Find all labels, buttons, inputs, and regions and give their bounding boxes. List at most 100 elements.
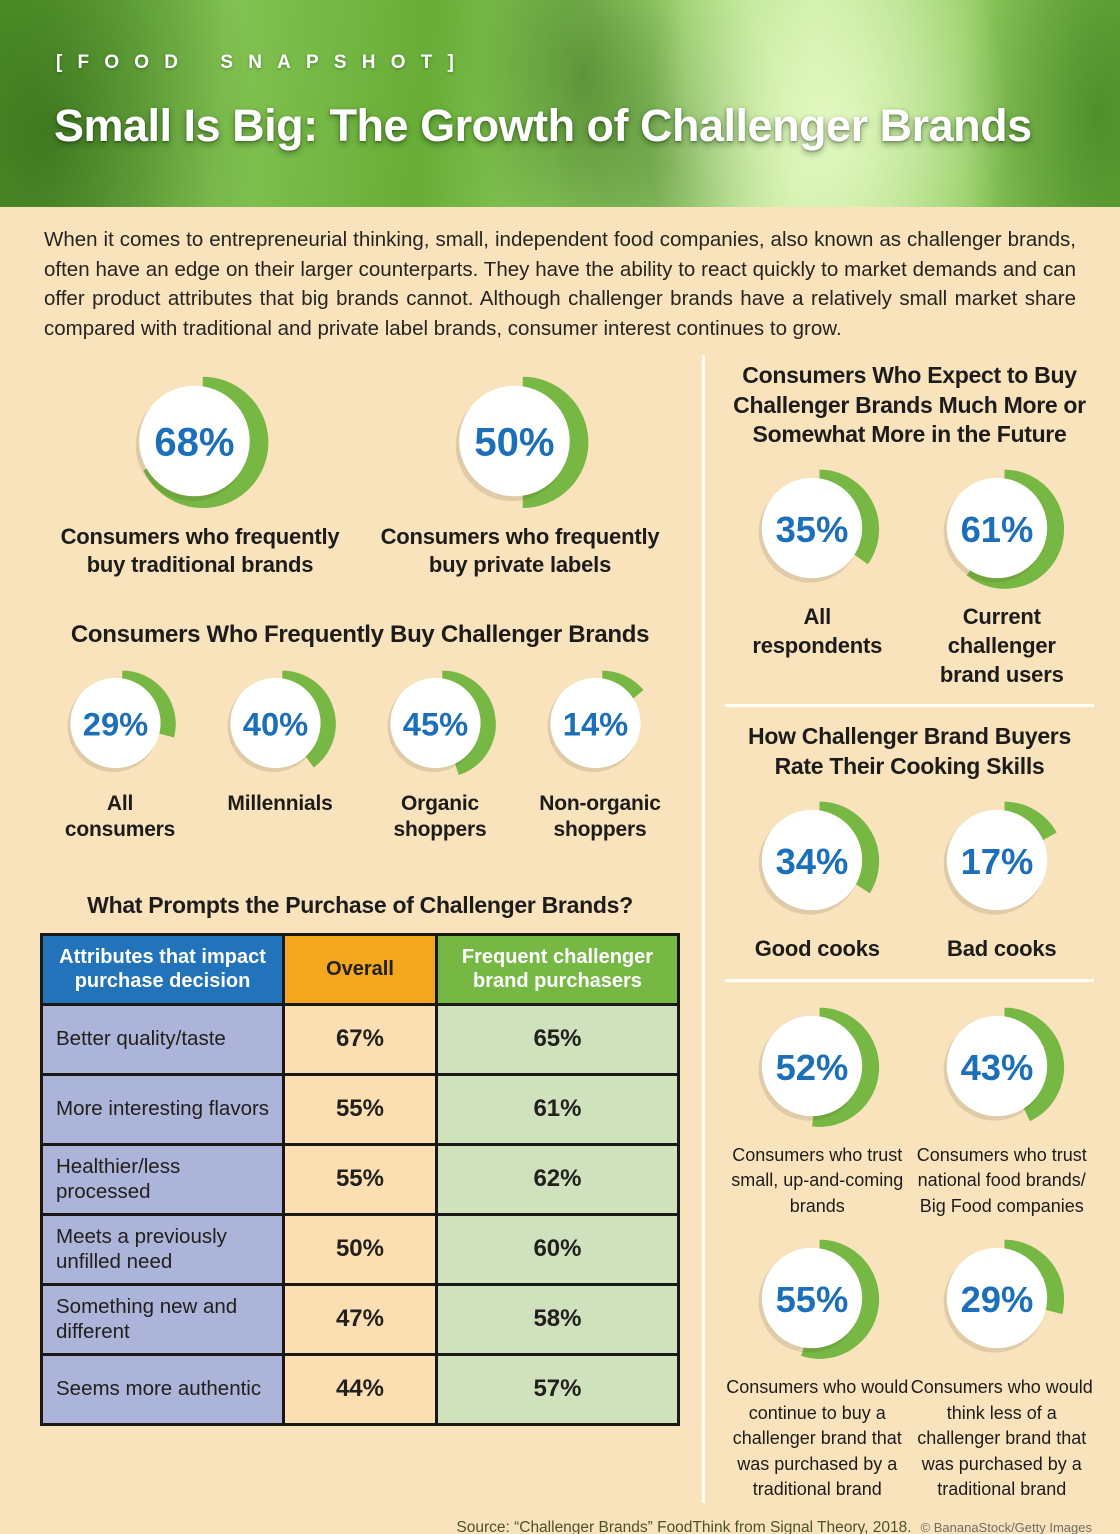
donut-svg: 17% (943, 801, 1057, 915)
table-row: Something new and different 47% 58% (39, 1282, 681, 1356)
table-header-cell: Attributes that impact purchase decision (39, 932, 286, 1006)
stat-continue-buying: 55% Consumers who would continue to buy … (725, 1229, 910, 1503)
donut-svg: 68% (135, 376, 269, 509)
svg-text:43%: 43% (960, 1046, 1033, 1087)
overall-value-cell: 47% (282, 1282, 438, 1356)
donut-chart-bad-cooks: 17% (933, 791, 1071, 929)
donut-label: Millennials (227, 791, 333, 815)
frequent-value-cell: 65% (434, 1002, 681, 1076)
frequent-value-cell: 57% (434, 1352, 681, 1426)
donut-chart-trust-national-brands: 43% (933, 997, 1071, 1135)
frequent-value-cell: 62% (434, 1142, 681, 1216)
page-title: Small Is Big: The Growth of Challenger B… (54, 100, 1032, 151)
left-column: 68% Consumers who frequently buy traditi… (39, 355, 681, 1503)
image-credit-text: © BananaStock/Getty Images (920, 1520, 1092, 1534)
overall-value-cell: 55% (282, 1072, 438, 1146)
donut-chart-private-labels: 50% (444, 365, 596, 517)
stat-all-consumers: 29% All consumers (40, 661, 200, 844)
donut-chart-continue-buying: 55% (748, 1229, 886, 1367)
svg-text:35%: 35% (776, 509, 849, 550)
donut-label: Consumers who trust national food brands… (916, 1144, 1087, 1216)
donut-label: Non-organic shoppers (539, 791, 661, 842)
frequent-value-cell: 58% (434, 1282, 681, 1356)
attribute-cell: Something new and different (39, 1282, 286, 1356)
table-header-row: Attributes that impact purchase decision… (39, 932, 681, 1006)
cooking-skills-donut-row: 34% Good cooks 17% Bad cooks (725, 791, 1094, 964)
donut-chart-current-users: 61% (933, 459, 1071, 597)
donut-svg: 34% (758, 801, 880, 915)
donut-svg: 29% (943, 1239, 1064, 1353)
donut-chart-traditional: 68% (124, 365, 276, 517)
table-header-cell: Overall (282, 932, 438, 1006)
donut-svg: 45% (387, 670, 496, 775)
donut-chart-non-organic-shoppers: 14% (538, 661, 662, 785)
source-text: Source: “Challenger Brands” FoodThink fr… (456, 1519, 912, 1534)
frequent-buyers-heading: Consumers Who Frequently Buy Challenger … (70, 621, 650, 649)
stat-organic-shoppers: 45% Organic shoppers (360, 661, 520, 844)
table-row: Meets a previously unfilled need 50% 60% (39, 1212, 681, 1286)
trust-donut-row-1: 52% Consumers who trust small, up-and-co… (725, 997, 1094, 1220)
attribute-cell: Healthier/less processed (39, 1142, 286, 1216)
donut-label: Consumers who frequently buy traditional… (60, 524, 340, 577)
donut-label: All consumers (64, 791, 176, 842)
future-buying-donut-row: 35% All respondents 61% Current challeng… (725, 459, 1094, 689)
stat-non-organic-shoppers: 14% Non-organic shoppers (520, 661, 680, 844)
svg-text:68%: 68% (154, 420, 234, 464)
stat-private-labels: 50% Consumers who frequently buy private… (360, 365, 680, 578)
donut-chart-all-consumers: 29% (58, 661, 182, 785)
future-buying-heading: Consumers Who Expect to Buy Challenger B… (733, 362, 1086, 447)
section-divider (725, 704, 1094, 708)
svg-text:50%: 50% (474, 420, 554, 464)
prompts-table: Attributes that impact purchase decision… (39, 932, 681, 1426)
svg-text:52%: 52% (776, 1046, 849, 1087)
stat-think-less: 29% Consumers who would think less of a … (910, 1229, 1095, 1503)
donut-label: Consumers who would continue to buy a ch… (726, 1377, 909, 1500)
donut-label: Consumers who frequently buy private lab… (380, 524, 660, 577)
stat-current-challenger-users: 61% Current challenger brand users (910, 459, 1095, 689)
donut-chart-good-cooks: 34% (748, 791, 886, 929)
svg-text:14%: 14% (563, 705, 628, 742)
table-header-cell: Frequent challenger brand purchasers (434, 932, 681, 1006)
overall-value-cell: 55% (282, 1142, 438, 1216)
donut-svg: 43% (943, 1007, 1064, 1121)
section-divider (725, 978, 1094, 982)
donut-chart-millennials: 40% (218, 661, 342, 785)
donut-svg: 50% (455, 376, 589, 509)
prompts-table-title: What Prompts the Purchase of Challenger … (87, 892, 633, 919)
donut-label: Good cooks (754, 936, 880, 962)
stat-traditional-brands: 68% Consumers who frequently buy traditi… (40, 365, 360, 578)
frequent-value-cell: 61% (434, 1072, 681, 1146)
cooking-skills-heading: How Challenger Brand Buyers Rate Their C… (748, 723, 1071, 779)
intro-paragraph: When it comes to entrepreneurial thinkin… (44, 228, 1076, 340)
stat-millennials: 40% Millennials (200, 661, 360, 844)
donut-label: Bad cooks (947, 936, 1057, 962)
source-line: Source: “Challenger Brands” FoodThink fr… (0, 1519, 1092, 1534)
attribute-cell: Seems more authentic (39, 1352, 286, 1426)
overall-value-cell: 44% (282, 1352, 438, 1426)
donut-label: Current challenger brand users (939, 604, 1064, 687)
svg-text:61%: 61% (960, 509, 1033, 550)
overall-value-cell: 67% (282, 1002, 438, 1076)
svg-text:29%: 29% (83, 705, 148, 742)
donut-svg: 61% (943, 470, 1064, 590)
table-row: Better quality/taste 67% 65% (39, 1002, 681, 1076)
donut-chart-trust-small-brands: 52% (748, 997, 886, 1135)
overall-value-cell: 50% (282, 1212, 438, 1286)
donut-label: Consumers who would think less of a chal… (910, 1377, 1093, 1500)
right-column: Consumers Who Expect to Buy Challenger B… (702, 355, 1094, 1503)
attribute-cell: Meets a previously unfilled need (39, 1212, 286, 1286)
attribute-cell: More interesting flavors (39, 1072, 286, 1146)
donut-label: Consumers who trust small, up-and-coming… (731, 1144, 904, 1216)
donut-svg: 55% (758, 1239, 880, 1360)
stat-all-respondents: 35% All respondents (725, 459, 910, 689)
attribute-cell: Better quality/taste (39, 1002, 286, 1076)
frequent-buyers-donut-row: 29% All consumers 40% Millennials 45% Or… (40, 661, 680, 844)
donut-svg: 35% (758, 470, 880, 583)
svg-text:34%: 34% (776, 841, 849, 882)
svg-text:40%: 40% (243, 705, 308, 742)
svg-text:45%: 45% (403, 705, 468, 742)
donut-svg: 52% (758, 1007, 880, 1127)
donut-label: All respondents (752, 604, 883, 658)
donut-svg: 14% (547, 670, 644, 772)
